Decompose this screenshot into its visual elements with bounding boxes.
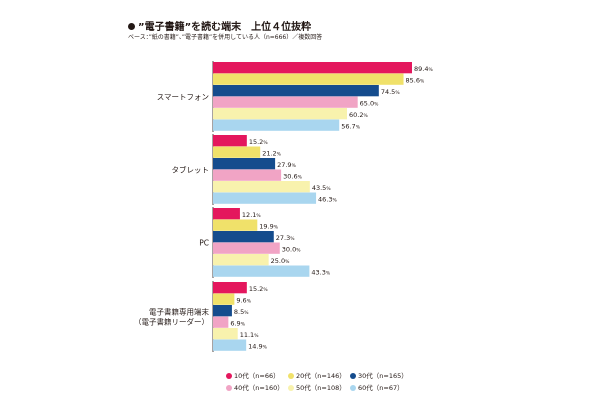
data-label: 85.6% (406, 76, 425, 84)
bar (213, 146, 261, 158)
data-label: 9.6% (236, 296, 251, 304)
category-label: スマートフォン (157, 93, 209, 102)
data-label: 56.7% (341, 122, 360, 130)
bar (213, 96, 358, 108)
data-label: 21.2% (262, 149, 281, 157)
legend-item: 30代（n=165） (350, 370, 408, 380)
data-label: 74.5% (381, 88, 400, 96)
data-label: 19.9% (259, 222, 278, 230)
bar (213, 208, 240, 220)
legend-label: 60代（n=67） (358, 384, 404, 392)
bullet-icon (128, 23, 135, 30)
bar (213, 316, 229, 328)
data-label: 30.0% (282, 245, 301, 253)
legend-item: 40代（n=160） (226, 382, 284, 392)
bar (213, 265, 310, 277)
legend-swatch-icon (350, 373, 356, 379)
data-label: 89.4% (414, 65, 433, 73)
bar (213, 328, 238, 340)
bar (213, 73, 404, 85)
bar (213, 158, 276, 170)
data-label: 65.0% (360, 99, 379, 107)
legend-label: 50代（n=108） (296, 384, 346, 392)
category-label: PC (199, 239, 209, 248)
data-label: 27.9% (277, 161, 296, 169)
bar (213, 242, 280, 254)
legend-swatch-icon (226, 385, 232, 391)
data-label: 25.0% (271, 257, 290, 265)
data-label: 43.3% (311, 268, 330, 276)
data-label: 27.3% (276, 234, 295, 242)
data-label: 14.9% (248, 342, 267, 350)
legend-item: 60代（n=67） (350, 382, 404, 392)
data-label: 15.2% (249, 138, 268, 146)
data-label: 15.2% (249, 285, 268, 293)
bar (213, 62, 412, 74)
legend-item: 50代（n=108） (288, 382, 346, 392)
category-label: タブレット (172, 165, 210, 175)
bar (213, 282, 247, 294)
legend-swatch-icon (350, 385, 356, 391)
legend-swatch-icon (288, 373, 294, 379)
data-label: 11.1% (240, 331, 259, 339)
bar (213, 85, 379, 97)
data-label: 8.5% (234, 308, 249, 316)
bar (213, 254, 269, 266)
bar (213, 192, 317, 204)
legend-swatch-icon (288, 385, 294, 391)
data-label: 12.1% (242, 211, 261, 219)
bar (213, 219, 258, 231)
bar (213, 108, 348, 120)
legend-label: 20代（n=146） (296, 372, 346, 380)
bar (213, 339, 247, 351)
bar (213, 231, 274, 243)
chart-title-row: ”電子書籍”を読む端末 上位４位抜粋 (128, 18, 311, 33)
bar (213, 293, 235, 305)
bar (213, 169, 282, 181)
bar (213, 135, 247, 147)
legend-label: 10代（n=66） (234, 372, 280, 380)
bar (213, 119, 340, 131)
data-label: 60.2% (349, 111, 368, 119)
category-label: 電子書籍専用端末（電子書籍リーダー） (134, 307, 209, 327)
legend-label: 30代（n=165） (358, 372, 408, 380)
bar (213, 181, 310, 193)
legend-item: 20代（n=146） (288, 370, 346, 380)
legend-swatch-icon (226, 373, 232, 379)
chart-subtitle: ベース：”紙の書籍”、”電子書籍”を併用している人（n=666）／複数回答 (128, 34, 323, 41)
legend-label: 40代（n=160） (234, 384, 284, 392)
bar (213, 305, 232, 317)
data-label: 6.9% (230, 319, 245, 327)
data-label: 30.6% (283, 172, 302, 180)
data-label: 46.3% (318, 195, 337, 203)
legend-item: 10代（n=66） (226, 370, 280, 380)
data-label: 43.5% (312, 184, 331, 192)
chart-title: ”電子書籍”を読む端末 上位４位抜粋 (138, 22, 312, 33)
